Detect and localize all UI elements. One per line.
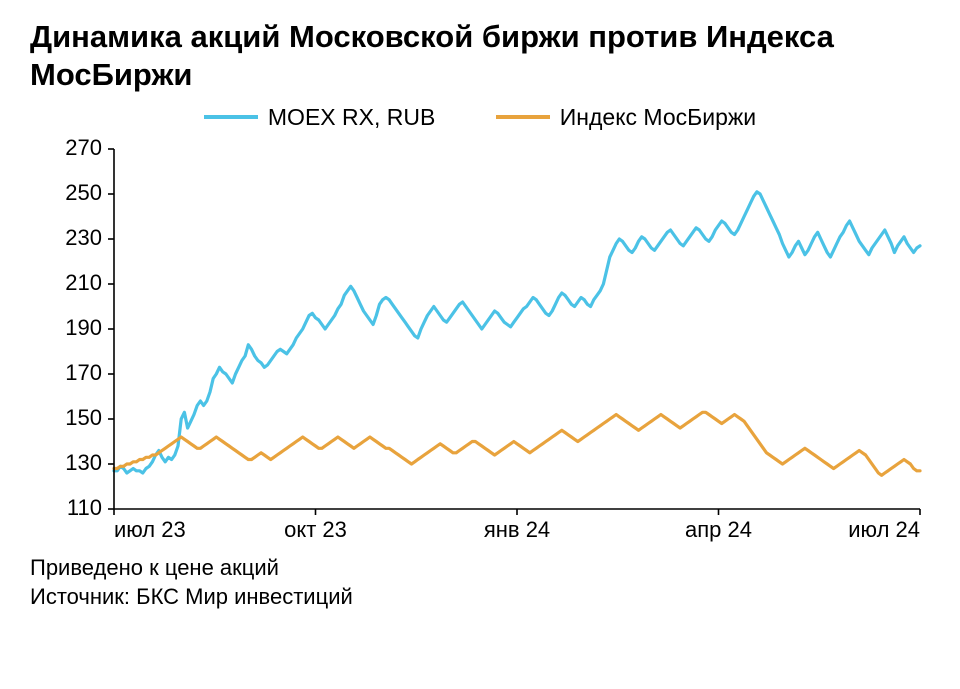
svg-text:июл 24: июл 24 bbox=[848, 517, 920, 542]
chart-page: Динамика акций Московской биржи против И… bbox=[0, 0, 960, 689]
chart-legend: MOEX RX, RUB Индекс МосБиржи bbox=[30, 104, 930, 131]
svg-text:окт 23: окт 23 bbox=[284, 517, 347, 542]
line-chart-svg: 110 130 150 170 190 210 230 250 270 июл 23 окт 23 я… bbox=[30, 133, 930, 553]
svg-text:190: 190 bbox=[65, 314, 102, 339]
svg-text:янв 24: янв 24 bbox=[484, 517, 550, 542]
legend-item-index: Индекс МосБиржи bbox=[496, 104, 756, 131]
svg-text:130: 130 bbox=[65, 449, 102, 474]
svg-text:270: 270 bbox=[65, 134, 102, 159]
svg-text:230: 230 bbox=[65, 224, 102, 249]
svg-text:апр 24: апр 24 bbox=[685, 517, 752, 542]
footnote-normalization: Приведено к цене акций bbox=[30, 553, 930, 583]
svg-text:210: 210 bbox=[65, 269, 102, 294]
legend-label: MOEX RX, RUB bbox=[268, 104, 435, 131]
legend-swatch-moex bbox=[204, 115, 258, 119]
svg-text:170: 170 bbox=[65, 359, 102, 384]
legend-label: Индекс МосБиржи bbox=[560, 104, 756, 131]
footnote-source: Источник: БКС Мир инвестиций bbox=[30, 582, 930, 612]
svg-text:150: 150 bbox=[65, 404, 102, 429]
svg-text:110: 110 bbox=[67, 494, 102, 519]
chart-title: Динамика акций Московской биржи против И… bbox=[30, 18, 930, 94]
chart-area: 110 130 150 170 190 210 230 250 270 июл 23 окт 23 я… bbox=[30, 133, 930, 553]
legend-item-moex: MOEX RX, RUB bbox=[204, 104, 435, 131]
legend-swatch-index bbox=[496, 115, 550, 119]
svg-text:июл 23: июл 23 bbox=[114, 517, 186, 542]
svg-text:250: 250 bbox=[65, 179, 102, 204]
